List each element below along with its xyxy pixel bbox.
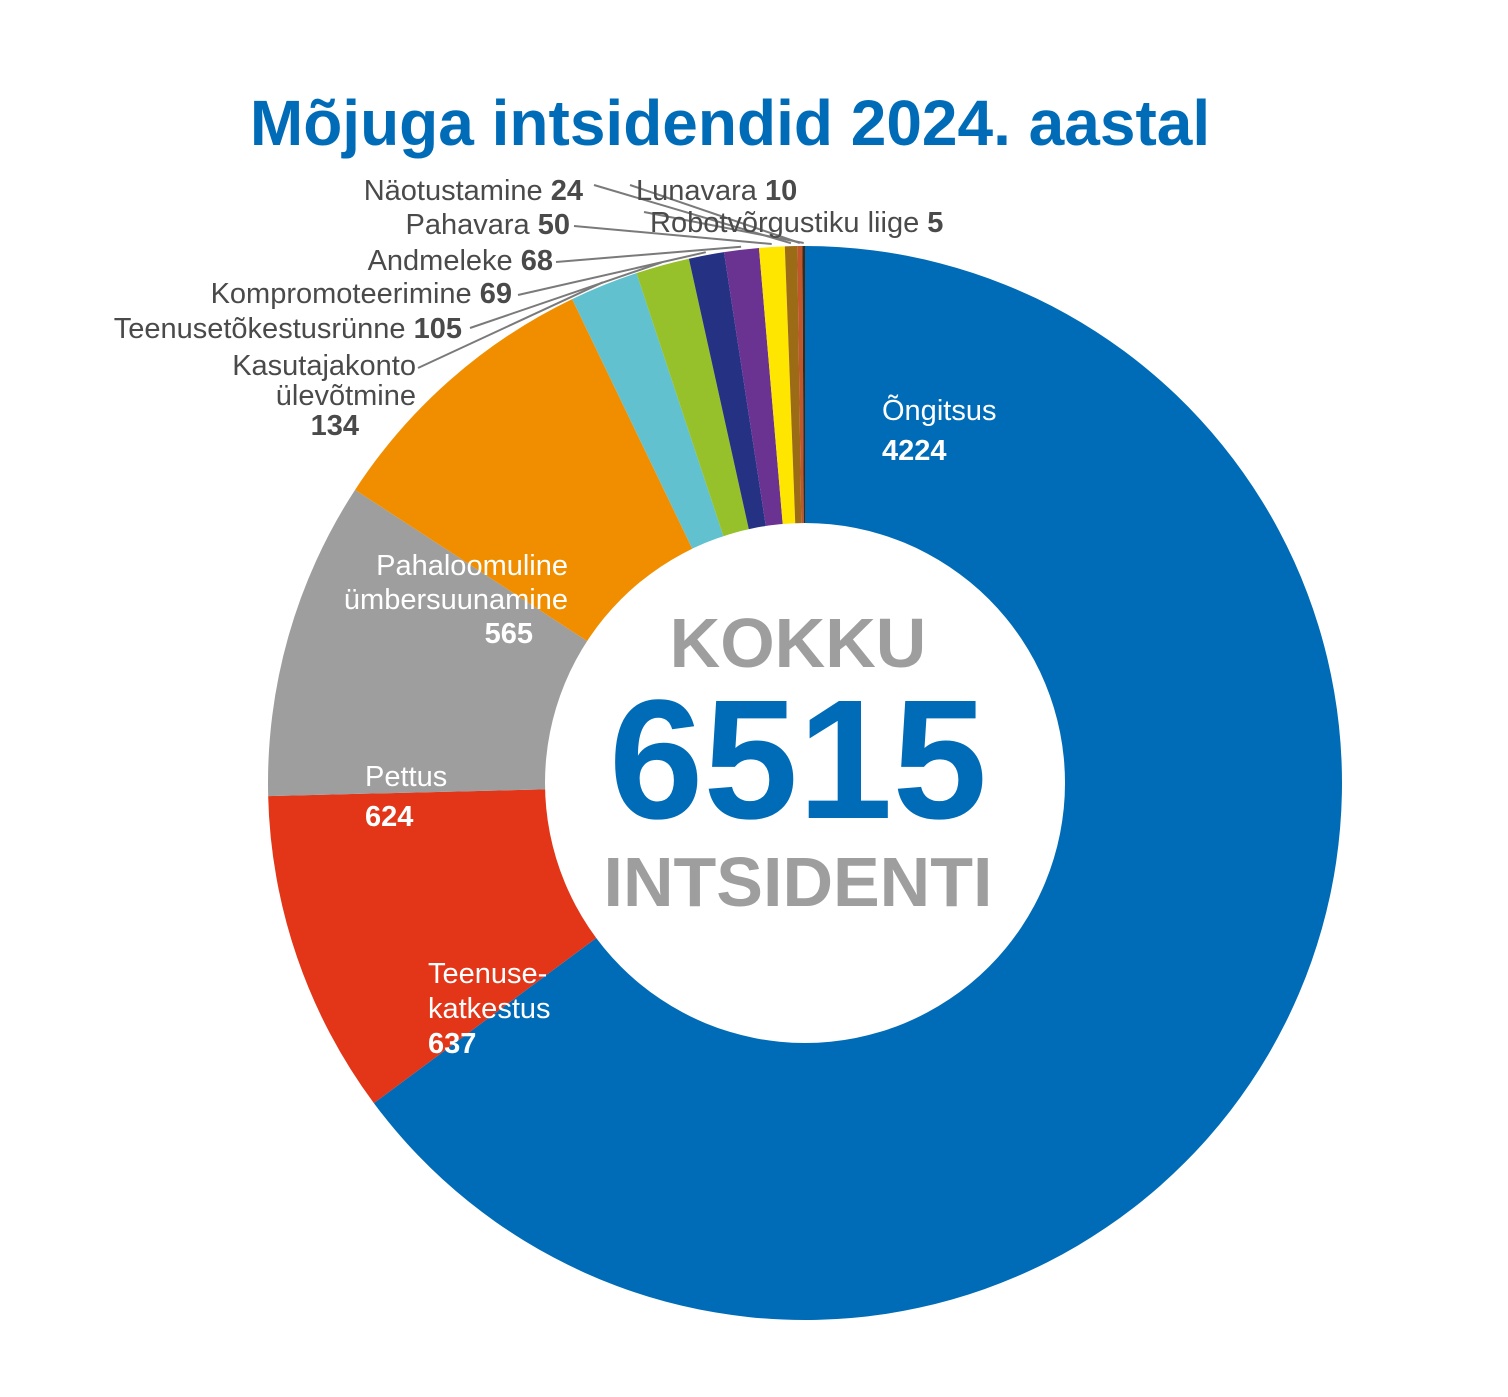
leader-teenusetokestusrunne bbox=[469, 261, 663, 329]
label-robotvorgustiku-liige: Robotvõrgustiku liige 5 bbox=[650, 207, 943, 239]
label-teenuse-katkestus-value: 637 bbox=[428, 1028, 476, 1060]
label-teenuse-katkestus-line-1: Teenuse- bbox=[428, 958, 547, 990]
label-kasutajakonto-ulevotmine-line-2: ülevõtmine bbox=[276, 380, 416, 412]
label-ongitsus: Õngitsus 4224 bbox=[882, 393, 996, 467]
leader-lunavara bbox=[629, 184, 801, 244]
label-ongitsus-value: 4224 bbox=[882, 435, 947, 467]
label-teenusetokestusrunne-value: 105 bbox=[414, 313, 462, 345]
label-pettus-line-1: Pettus bbox=[365, 761, 447, 793]
leader-pahavara bbox=[573, 225, 772, 245]
label-naotustamine-text: Näotustamine bbox=[364, 175, 551, 207]
label-kompromoteerimine-text: Kompromoteerimine bbox=[211, 278, 480, 310]
label-teenuse-katkestus: Teenuse-katkestus 637 bbox=[428, 958, 551, 1060]
label-teenusetokestusrunne-text: Teenusetõkestusrünne bbox=[114, 313, 414, 345]
label-pahaloomuline-umbersuunamine-line-1: Pahaloomuline bbox=[376, 550, 568, 582]
label-robotvorgustiku-liige-text: Robotvõrgustiku liige bbox=[650, 207, 927, 239]
donut-hole bbox=[545, 523, 1065, 1043]
label-andmeleke-text: Andmeleke bbox=[368, 245, 521, 277]
center-label-top: KOKKU bbox=[670, 604, 927, 682]
label-lunavara-text: Lunavara bbox=[636, 175, 765, 207]
label-pahaloomuline-umbersuunamine-value: 565 bbox=[485, 618, 533, 650]
label-pahaloomuline-umbersuunamine-line-2: ümbersuunamine bbox=[344, 584, 568, 616]
leader-lines bbox=[417, 184, 804, 369]
label-pettus-value: 624 bbox=[365, 801, 413, 833]
chart-title: Mõjuga intsidendid 2024. aastal bbox=[250, 87, 1210, 159]
label-andmeleke: Andmeleke 68 bbox=[368, 245, 553, 277]
label-kompromoteerimine: Kompromoteerimine 69 bbox=[211, 278, 512, 310]
label-pahavara-value: 50 bbox=[538, 209, 570, 241]
label-lunavara-value: 10 bbox=[765, 175, 797, 207]
label-naotustamine: Näotustamine 24 bbox=[364, 175, 583, 207]
label-pahaloomuline-umbersuunamine: Pahaloomuline ümbersuunamine 565 bbox=[344, 550, 568, 650]
label-lunavara: Lunavara 10 bbox=[636, 175, 797, 207]
label-kompromoteerimine-value: 69 bbox=[480, 278, 512, 310]
label-teenuse-katkestus-line-2: katkestus bbox=[428, 993, 551, 1025]
leader-kompromoteerimine bbox=[517, 251, 707, 296]
label-naotustamine-value: 24 bbox=[551, 175, 583, 207]
label-teenusetokestusrunne: Teenusetõkestusrünne 105 bbox=[114, 313, 462, 345]
label-kasutajakonto-ulevotmine-line-1: Kasutajakonto bbox=[232, 350, 416, 382]
label-kasutajakonto-ulevotmine-value: 134 bbox=[311, 410, 359, 442]
label-ongitsus-line-1: Õngitsus bbox=[882, 393, 996, 427]
label-andmeleke-value: 68 bbox=[521, 245, 553, 277]
label-robotvorgustiku-liige-value: 5 bbox=[927, 207, 943, 239]
label-kasutajakonto-ulevotmine: Kasutajakonto ülevõtmine 134 bbox=[232, 350, 416, 442]
label-pettus: Pettus 624 bbox=[365, 761, 447, 833]
slice-robotvorgustiku-liige bbox=[802, 246, 805, 783]
center-label-bottom: INTSIDENTI bbox=[604, 843, 993, 921]
leader-kasutajakonto-ulevotmine bbox=[417, 281, 604, 369]
label-pahavara-text: Pahavara bbox=[406, 209, 538, 241]
leader-robotvorgustiku-liige bbox=[643, 211, 804, 244]
label-pahavara: Pahavara 50 bbox=[406, 209, 570, 241]
leader-andmeleke bbox=[555, 245, 742, 263]
center-total: 6515 bbox=[609, 665, 987, 855]
slice-labels: Õngitsus 4224 Teenuse-katkestus 637 Pettus 62… bbox=[114, 175, 997, 1060]
